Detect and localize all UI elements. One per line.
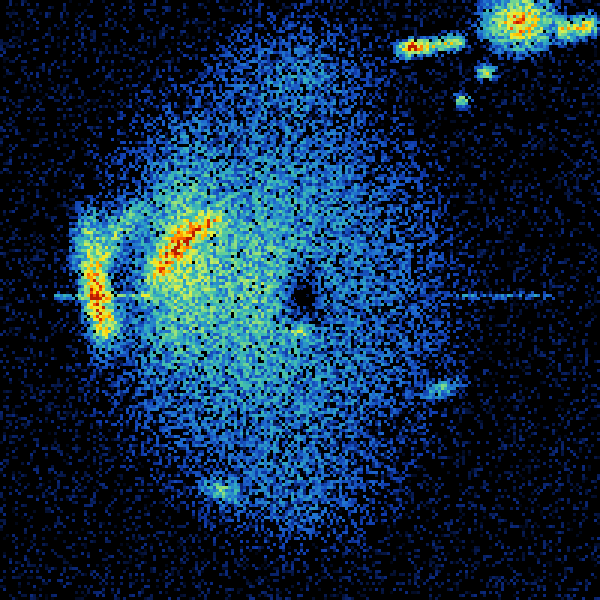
image-canvas-container: Square false-color astronomical image on… [0,0,600,600]
false-color-sky-map [0,0,600,600]
